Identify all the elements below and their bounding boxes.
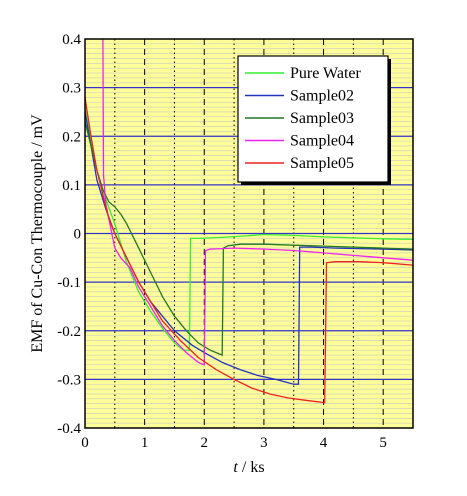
legend-label-1: Sample02 <box>290 88 354 105</box>
y-tick-label: -0.2 <box>57 324 81 340</box>
series-line-2 <box>84 121 414 357</box>
legend-box <box>237 55 389 183</box>
legend-label-4: Sample05 <box>290 155 354 172</box>
x-axis-label: t / ks <box>233 459 264 476</box>
plot-frame <box>84 38 414 429</box>
y-axis-label: EMF of Cu-Con Thermocouple / mV <box>29 114 46 353</box>
legend: Pure Water Sample02 Sample03 Sample04 Sample… <box>237 55 391 185</box>
series-layer <box>84 38 414 404</box>
x-tick-label: 1 <box>141 435 149 451</box>
y-tick-label: 0.1 <box>62 178 81 194</box>
legend-label-2: Sample03 <box>290 110 354 127</box>
series-line-4 <box>84 97 414 404</box>
y-tick-labels: -0.4 -0.3 -0.2 -0.1 0 0.1 0.2 0.3 0.4 <box>57 32 81 437</box>
y-tick-label: 0.3 <box>62 81 81 97</box>
x-axis-label-unit: ks <box>250 459 264 476</box>
x-tick-label: 4 <box>320 435 328 451</box>
series-line-0 <box>84 106 414 351</box>
x-tick-label: 5 <box>379 435 387 451</box>
legend-label-3: Sample04 <box>290 133 354 150</box>
series-line-3 <box>102 38 414 366</box>
y-tick-label: 0.2 <box>62 129 81 145</box>
y-tick-label: -0.3 <box>57 372 81 388</box>
y-tick-label: 0.4 <box>62 32 81 48</box>
x-tick-labels: 0 1 2 3 4 5 <box>81 435 387 451</box>
y-tick-label: 0 <box>74 227 82 243</box>
x-tick-label: 3 <box>260 435 268 451</box>
x-axis-label-sep: / <box>238 459 250 476</box>
x-axis-label-var: t <box>233 459 238 476</box>
y-tick-label: -0.4 <box>57 421 81 437</box>
x-tick-label: 2 <box>201 435 209 451</box>
x-tick-label: 0 <box>81 435 89 451</box>
y-tick-label: -0.1 <box>57 275 81 291</box>
legend-label-0: Pure Water <box>290 65 362 82</box>
